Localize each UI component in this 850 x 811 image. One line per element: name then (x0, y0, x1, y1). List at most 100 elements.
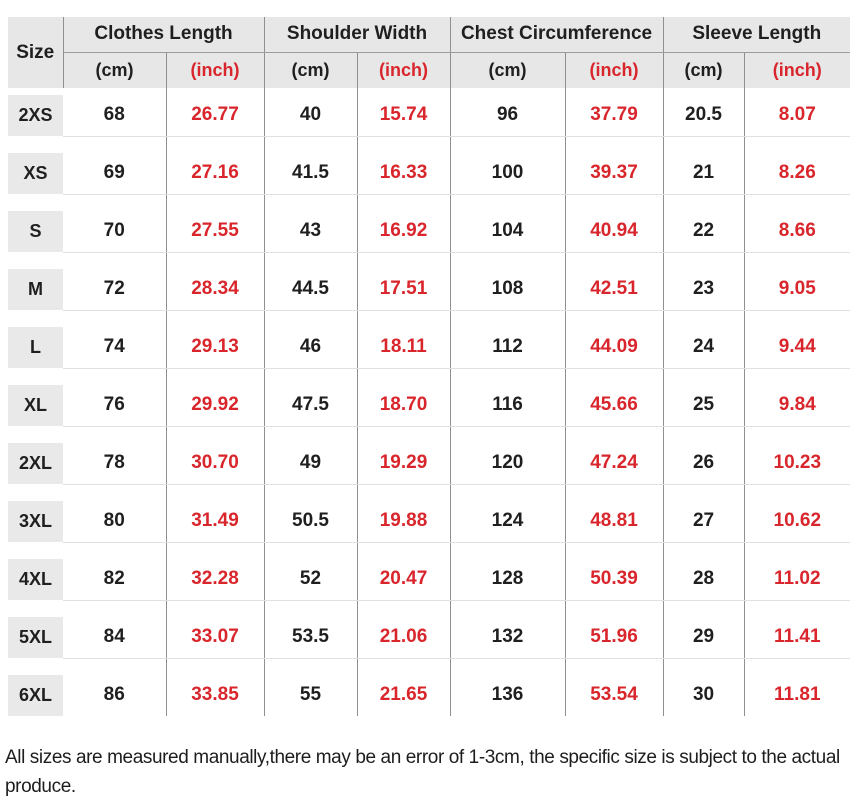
inch-value-cell: 16.92 (356, 194, 451, 253)
cm-value-cell: 50.5 (263, 484, 357, 543)
cm-value-cell: 112 (449, 310, 566, 369)
size-label: 6XL (8, 675, 63, 716)
cm-value-cell: 25 (662, 368, 745, 427)
inch-value-cell: 47.24 (564, 426, 664, 485)
size-label: XL (8, 385, 63, 426)
inch-value-cell: 29.92 (165, 368, 264, 427)
table-row: 2XL 78 30.70 49 19.29 120 47.24 26 10.23 (8, 426, 850, 485)
cm-value-cell: 104 (449, 194, 566, 253)
inch-value-cell: 33.85 (165, 658, 264, 716)
cm-value-cell: 52 (263, 542, 357, 601)
unit-header-cm: (cm) (63, 52, 166, 88)
inch-value-cell: 8.07 (743, 88, 850, 137)
inch-value-cell: 9.84 (743, 368, 850, 427)
inch-value-cell: 29.13 (165, 310, 264, 369)
inch-value-cell: 15.74 (356, 88, 451, 137)
size-cell: 6XL (8, 658, 63, 716)
cm-value-cell: 24 (662, 310, 745, 369)
size-cell: XS (8, 136, 63, 194)
inch-value-cell: 33.07 (165, 600, 264, 659)
unit-header-cm: (cm) (662, 52, 745, 88)
cm-value-cell: 124 (449, 484, 566, 543)
inch-value-cell: 18.11 (356, 310, 451, 369)
cm-value-cell: 28 (662, 542, 745, 601)
cm-value-cell: 55 (263, 658, 357, 716)
inch-value-cell: 21.06 (356, 600, 451, 659)
cm-value-cell: 41.5 (263, 136, 357, 195)
inch-value-cell: 27.16 (165, 136, 264, 195)
cm-value-cell: 128 (449, 542, 566, 601)
inch-value-cell: 8.66 (743, 194, 850, 253)
inch-value-cell: 42.51 (564, 252, 664, 311)
inch-value-cell: 17.51 (356, 252, 451, 311)
size-label: 2XS (8, 95, 63, 136)
unit-header-inch: (inch) (743, 52, 850, 88)
inch-value-cell: 31.49 (165, 484, 264, 543)
table-row: 5XL 84 33.07 53.5 21.06 132 51.96 29 11.… (8, 600, 850, 659)
size-cell: 2XL (8, 426, 63, 484)
cm-value-cell: 136 (449, 658, 566, 716)
inch-value-cell: 10.23 (743, 426, 850, 485)
group-header-chest-circumference: Chest Circumference (449, 17, 664, 53)
cm-value-cell: 108 (449, 252, 566, 311)
inch-value-cell: 20.47 (356, 542, 451, 601)
cm-value-cell: 69 (63, 136, 166, 195)
group-header-clothes-length: Clothes Length (63, 17, 264, 53)
group-header-row: Size Clothes Length Shoulder Width Chest… (8, 17, 850, 88)
cm-value-cell: 23 (662, 252, 745, 311)
inch-value-cell: 48.81 (564, 484, 664, 543)
inch-value-cell: 9.44 (743, 310, 850, 369)
inch-value-cell: 37.79 (564, 88, 664, 137)
cm-value-cell: 78 (63, 426, 166, 485)
cm-value-cell: 72 (63, 252, 166, 311)
cm-value-cell: 44.5 (263, 252, 357, 311)
cm-value-cell: 68 (63, 88, 166, 137)
table-row: M 72 28.34 44.5 17.51 108 42.51 23 9.05 (8, 252, 850, 311)
inch-value-cell: 44.09 (564, 310, 664, 369)
size-label: 2XL (8, 443, 63, 484)
size-cell: S (8, 194, 63, 252)
cm-value-cell: 29 (662, 600, 745, 659)
inch-value-cell: 51.96 (564, 600, 664, 659)
size-label: XS (8, 153, 63, 194)
cm-value-cell: 116 (449, 368, 566, 427)
inch-value-cell: 21.65 (356, 658, 451, 716)
inch-value-cell: 19.88 (356, 484, 451, 543)
inch-value-cell: 11.41 (743, 600, 850, 659)
size-label: 5XL (8, 617, 63, 658)
size-cell: 3XL (8, 484, 63, 542)
inch-value-cell: 28.34 (165, 252, 264, 311)
unit-header-cm: (cm) (263, 52, 357, 88)
inch-value-cell: 11.81 (743, 658, 850, 716)
cm-value-cell: 43 (263, 194, 357, 253)
size-cell: 5XL (8, 600, 63, 658)
table-row: 2XS 68 26.77 40 15.74 96 37.79 20.5 8.07 (8, 88, 850, 137)
size-cell: 4XL (8, 542, 63, 600)
inch-value-cell: 50.39 (564, 542, 664, 601)
unit-header-inch: (inch) (165, 52, 264, 88)
cm-value-cell: 100 (449, 136, 566, 195)
table-row: XL 76 29.92 47.5 18.70 116 45.66 25 9.84 (8, 368, 850, 427)
cm-value-cell: 49 (263, 426, 357, 485)
unit-header-row: (cm) (inch) (cm) (inch) (cm) (inch) (cm)… (8, 52, 850, 88)
cm-value-cell: 74 (63, 310, 166, 369)
cm-value-cell: 22 (662, 194, 745, 253)
table-row: L 74 29.13 46 18.11 112 44.09 24 9.44 (8, 310, 850, 369)
inch-value-cell: 32.28 (165, 542, 264, 601)
cm-value-cell: 76 (63, 368, 166, 427)
table-row: 4XL 82 32.28 52 20.47 128 50.39 28 11.02 (8, 542, 850, 601)
inch-value-cell: 8.26 (743, 136, 850, 195)
cm-value-cell: 47.5 (263, 368, 357, 427)
inch-value-cell: 45.66 (564, 368, 664, 427)
inch-value-cell: 39.37 (564, 136, 664, 195)
cm-value-cell: 84 (63, 600, 166, 659)
size-cell: XL (8, 368, 63, 426)
group-header-sleeve-length: Sleeve Length (662, 17, 850, 53)
inch-value-cell: 19.29 (356, 426, 451, 485)
cm-value-cell: 120 (449, 426, 566, 485)
size-label: L (8, 327, 63, 368)
table-row: S 70 27.55 43 16.92 104 40.94 22 8.66 (8, 194, 850, 253)
cm-value-cell: 96 (449, 88, 566, 137)
size-label: M (8, 269, 63, 310)
